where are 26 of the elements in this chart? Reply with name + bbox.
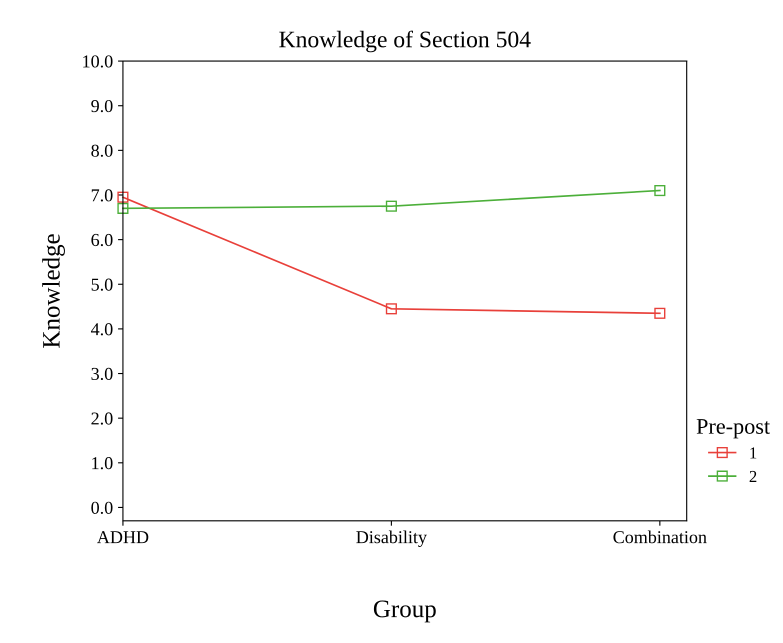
legend-label: 2 bbox=[750, 470, 756, 482]
point bbox=[117, 192, 128, 203]
y-tick-label: 4.0 bbox=[90, 323, 113, 336]
legend-title: Pre-post bbox=[696, 419, 770, 438]
legend-label: 1 bbox=[750, 447, 756, 458]
y-tick-label: 8.0 bbox=[91, 144, 113, 157]
y-tick-label: 5.0 bbox=[92, 278, 113, 291]
y-tick-label: 10.0 bbox=[83, 55, 113, 68]
y-tick-label: 7.0 bbox=[92, 189, 113, 202]
y-tick-label: 9.0 bbox=[91, 100, 113, 112]
x-tick-label: Combination bbox=[613, 530, 707, 544]
y-tick-label: 2.0 bbox=[91, 412, 113, 425]
y-tick-label: 6.0 bbox=[91, 234, 113, 246]
y-tick-label: 3.0 bbox=[92, 368, 113, 380]
chart-title: Knowledge of Section 504 bbox=[279, 30, 531, 52]
point bbox=[386, 200, 397, 212]
y-tick-label: 1.0 bbox=[92, 457, 113, 470]
point bbox=[117, 202, 128, 214]
point bbox=[386, 303, 397, 314]
y-tick-label: 0.0 bbox=[91, 502, 113, 514]
x-axis-title: Group bbox=[374, 600, 436, 622]
point bbox=[654, 184, 666, 196]
y-axis-title: Knowledge bbox=[42, 234, 65, 348]
x-tick-label: ADHD bbox=[97, 531, 148, 544]
point bbox=[654, 308, 666, 319]
x-tick-label: Disability bbox=[356, 530, 427, 547]
